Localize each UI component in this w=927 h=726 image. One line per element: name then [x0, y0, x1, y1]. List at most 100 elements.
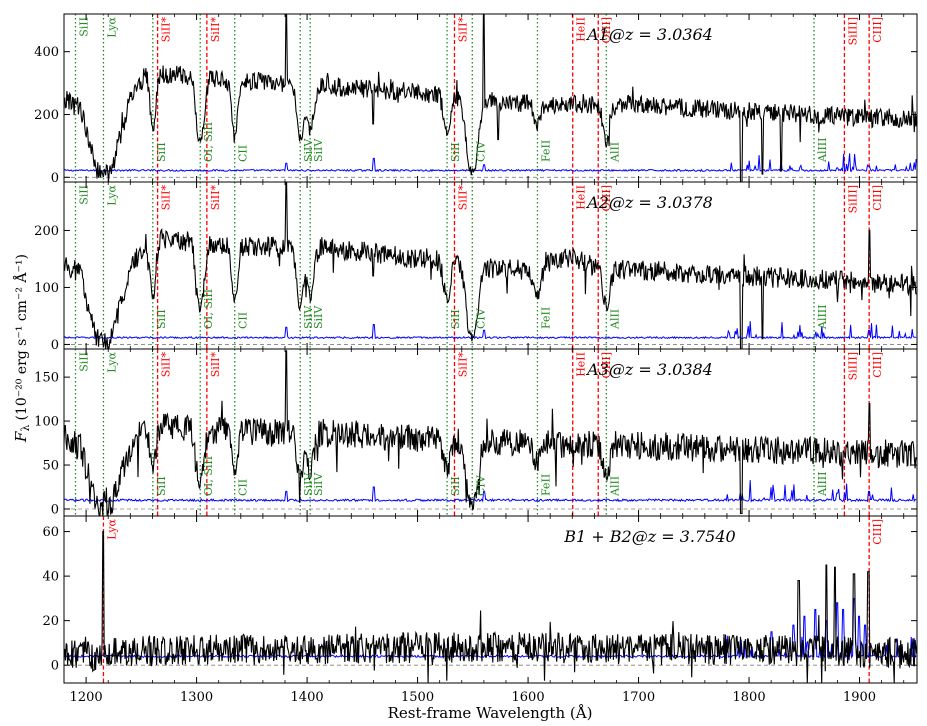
- line-label: HeII: [575, 185, 588, 210]
- y-tick-label: 20: [42, 614, 59, 629]
- plot-area-A1: [64, 14, 917, 182]
- x-tick-label: 1500: [401, 690, 434, 705]
- y-tick-label: 50: [42, 459, 59, 474]
- plot-area-A3: [64, 349, 917, 516]
- line-label: SiIV: [312, 472, 325, 496]
- line-label: AlII: [608, 309, 621, 330]
- y-axis-label: Fλ (10⁻²⁰ erg s⁻¹ cm⁻² Å⁻¹): [12, 254, 32, 443]
- line-label: SiIV: [302, 305, 315, 329]
- flux-spectrum-A3: [64, 350, 917, 516]
- line-label: CIII]: [871, 17, 884, 43]
- line-label: SiII: [155, 142, 168, 162]
- y-tick-label: 40: [42, 570, 59, 585]
- line-label: SiII*: [209, 352, 222, 378]
- plot-area-B: [64, 516, 917, 683]
- panel-A3: SiII Lyα SiII SiII* OI, SiII SiII* CII SiIVSiIV…: [34, 348, 918, 517]
- line-label: Lyα: [105, 184, 118, 205]
- y-tick-label: 0: [51, 171, 59, 186]
- line-label: SiII: [449, 309, 462, 329]
- line-label: SiII*: [160, 185, 173, 211]
- y-tick-label: 0: [51, 502, 59, 517]
- line-label: SiIV: [312, 305, 325, 329]
- line-label: SiIV: [302, 472, 315, 496]
- flux-spectrum-A1: [64, 14, 917, 182]
- flux-spectrum-B: [64, 531, 917, 683]
- panel-title: B1 + B2@z = 3.7540: [563, 527, 735, 546]
- line-label: AlIII: [816, 472, 829, 498]
- flux-spectrum-A2: [64, 182, 917, 349]
- line-label: AlIII: [816, 305, 829, 331]
- line-label: SiII*: [457, 185, 470, 211]
- line-label: SiII: [78, 352, 91, 372]
- panel-A2: SiII Lyα SiII SiII* OI, SiII SiII* CII SiIVSiIV…: [34, 181, 918, 353]
- y-axis-symbol: F: [12, 431, 30, 443]
- line-label: SiIII]: [846, 185, 859, 213]
- line-label: SiII*: [457, 352, 470, 378]
- y-axis-units: (10⁻²⁰ erg s⁻¹ cm⁻² Å⁻¹): [12, 254, 30, 421]
- line-label: Lyα: [105, 351, 118, 372]
- line-label: SiII: [155, 476, 168, 496]
- x-tick-label: 1900: [843, 690, 876, 705]
- panel-title: A1@z = 3.0364: [585, 25, 713, 44]
- y-axis-symbol-sub: λ: [19, 425, 32, 432]
- line-label: CII: [237, 312, 250, 329]
- x-axis-label: Rest-frame Wavelength (Å): [388, 704, 593, 722]
- line-label: CIV: [474, 307, 487, 329]
- x-tick-label: 1400: [291, 690, 324, 705]
- line-label: SiII: [449, 476, 462, 496]
- y-tick-label: 0: [51, 659, 59, 674]
- x-tick-label: 1300: [180, 690, 213, 705]
- line-label: CIV: [474, 474, 487, 496]
- line-label: OIII]: [600, 185, 613, 211]
- line-label: OI, SiII: [202, 456, 215, 496]
- error-spectrum-A1: [64, 153, 917, 173]
- y-tick-label: 0: [51, 338, 59, 353]
- line-label: CIII]: [871, 519, 884, 545]
- line-label: AlII: [608, 142, 621, 163]
- line-label: CIII]: [871, 185, 884, 211]
- panel-A1: SiII Lyα SiII SiII* OI, SiII SiII* CII SiIVSiIV…: [34, 13, 918, 186]
- y-tick-label: 400: [34, 45, 59, 60]
- line-label: SiII*: [160, 17, 173, 43]
- line-label: HeII: [575, 17, 588, 42]
- line-label: AlIII: [816, 138, 829, 164]
- line-label: SiII*: [160, 352, 173, 378]
- line-label: SiII: [155, 309, 168, 329]
- panel-title: A2@z = 3.0378: [585, 193, 713, 212]
- line-label: SiII: [449, 142, 462, 162]
- line-label: SiII*: [209, 185, 222, 211]
- line-label: FeII: [540, 474, 553, 496]
- x-tick-label: 1200: [70, 690, 103, 705]
- x-tick-label: 1600: [512, 690, 545, 705]
- panel-frame: [63, 181, 918, 350]
- line-label: SiII*: [209, 17, 222, 43]
- line-label: SiII: [78, 185, 91, 205]
- panel-title: A3@z = 3.0384: [585, 360, 713, 379]
- line-label: SiIV: [302, 138, 315, 162]
- y-tick-label: 100: [34, 415, 59, 430]
- plot-area-A2: [64, 182, 917, 349]
- line-label: SiIII]: [846, 17, 859, 45]
- line-label: HeII: [575, 352, 588, 377]
- y-tick-label: 150: [34, 371, 59, 386]
- line-label: CIV: [474, 140, 487, 162]
- line-label: OI, SiII: [202, 289, 215, 329]
- line-label: SiII*: [457, 17, 470, 43]
- line-label: CII: [237, 145, 250, 162]
- line-label: CII: [237, 479, 250, 496]
- line-label: OIII]: [600, 352, 613, 378]
- line-label: FeII: [540, 140, 553, 162]
- y-tick-label: 100: [34, 281, 59, 296]
- panel-frame: [63, 515, 918, 684]
- line-label: CIII]: [871, 352, 884, 378]
- line-label: FeII: [540, 307, 553, 329]
- y-tick-label: 60: [42, 525, 59, 540]
- line-label: Lyα: [105, 16, 118, 37]
- line-label: AlII: [608, 476, 621, 497]
- y-tick-label: 200: [34, 108, 59, 123]
- line-label: SiIII]: [846, 352, 859, 380]
- error-spectrum-A3: [64, 480, 917, 503]
- line-label: SiII: [78, 17, 91, 37]
- panel-B: Lyα CIII] B1 + B2@z = 3.7540 1200 1300 1400 15…: [42, 515, 918, 705]
